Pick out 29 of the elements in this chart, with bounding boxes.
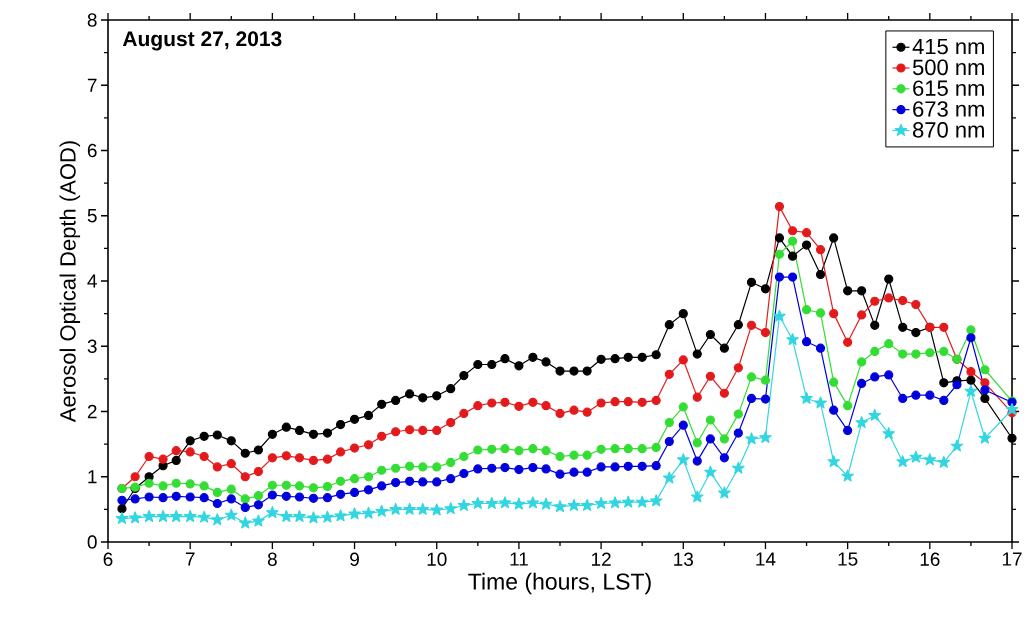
x-tick-label: 15 (838, 552, 858, 566)
x-tick-label: 10 (427, 552, 447, 566)
legend-label: 870 nm (913, 122, 984, 138)
x-tick-label: 11 (510, 552, 528, 566)
y-tick-label: 5 (87, 209, 97, 223)
legend-label: 500 nm (912, 59, 984, 76)
x-tick-label: 14 (756, 552, 776, 566)
x-tick-label: 16 (920, 552, 940, 566)
x-tick-label: 6 (103, 552, 113, 566)
y-tick-label: 6 (87, 143, 97, 158)
y-tick-label: 7 (87, 78, 97, 92)
x-tick-label: 12 (591, 552, 611, 566)
y-tick-label: 0 (87, 535, 97, 549)
y-tick-label: 3 (87, 339, 97, 353)
x-axis-title: Time (hours, LST) (468, 572, 651, 595)
x-tick-label: 7 (185, 552, 195, 566)
y-tick-label: 4 (87, 274, 97, 288)
x-tick-label: 13 (674, 552, 694, 566)
x-tick-label: 9 (350, 552, 359, 566)
legend-label: 415 nm (912, 38, 984, 55)
legend-label: 615 nm (913, 80, 984, 96)
y-tick-label: 8 (87, 13, 97, 27)
x-tick-label: 8 (267, 552, 277, 566)
y-tick-label: 2 (87, 404, 97, 419)
annotation: August 27, 2013 (122, 31, 282, 51)
y-axis-title: Aerosol Optical Depth (AOD) (59, 141, 81, 423)
y-tick-label: 1 (88, 470, 97, 484)
x-tick-label: 17 (1002, 552, 1022, 566)
legend-label: 673 nm (913, 101, 984, 117)
